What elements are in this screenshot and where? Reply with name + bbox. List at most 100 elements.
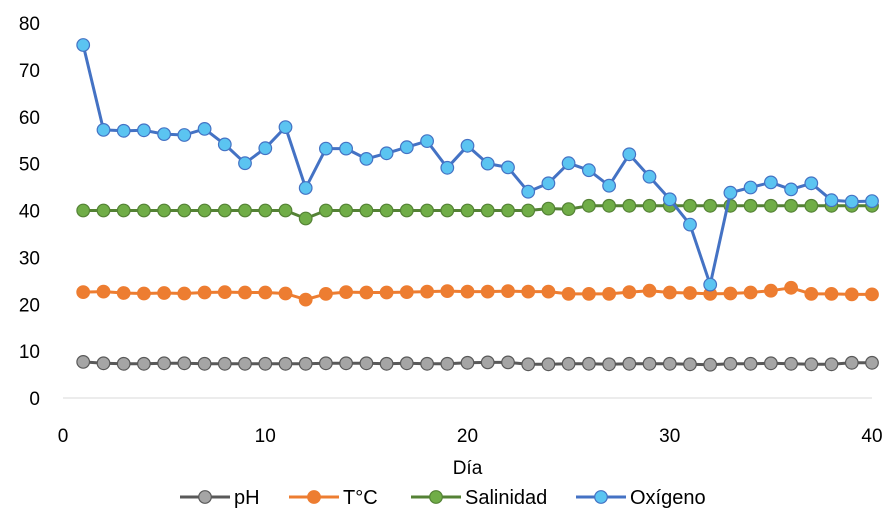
y-tick-label: 70 <box>19 61 40 82</box>
data-point <box>420 203 435 218</box>
data-point <box>96 203 111 218</box>
x-tick-label: 30 <box>659 426 680 447</box>
data-point <box>136 123 151 138</box>
data-point <box>319 356 333 371</box>
data-point <box>521 203 536 218</box>
data-point <box>379 146 394 161</box>
data-point <box>622 198 637 213</box>
y-tick-label: 20 <box>19 295 40 316</box>
data-point <box>622 285 637 300</box>
data-point <box>278 203 293 218</box>
legend: pH T°C Salinidad Oxígeno <box>180 487 706 509</box>
data-point <box>743 356 758 371</box>
data-point <box>743 180 758 195</box>
data-point <box>278 286 293 301</box>
data-point <box>824 193 839 208</box>
data-point <box>561 202 576 217</box>
data-point <box>602 198 616 213</box>
data-point <box>440 284 455 299</box>
x-axis-ticks: 0 10 20 30 40 <box>58 426 883 447</box>
data-point <box>258 203 273 218</box>
series-line <box>81 44 873 287</box>
data-point <box>136 356 151 371</box>
data-point <box>501 355 515 370</box>
data-point <box>622 147 637 162</box>
data-point <box>764 283 778 298</box>
data-point <box>642 169 657 184</box>
data-point <box>460 284 475 299</box>
data-point <box>804 198 819 213</box>
data-point <box>683 357 697 372</box>
data-point <box>743 198 758 213</box>
data-point <box>521 357 536 372</box>
data-point <box>804 176 819 191</box>
data-point <box>844 355 859 370</box>
data-point <box>136 203 151 218</box>
data-point <box>157 356 172 371</box>
data-point <box>157 286 172 300</box>
series-Oxígeno <box>76 38 879 292</box>
data-point <box>238 356 252 371</box>
data-point <box>197 356 212 371</box>
data-point <box>258 285 273 300</box>
data-point <box>561 287 576 301</box>
series-line <box>83 360 872 367</box>
data-point <box>662 285 677 300</box>
data-point <box>319 141 333 156</box>
data-point <box>622 356 637 371</box>
data-point <box>460 355 475 370</box>
data-point <box>238 156 252 171</box>
data-point <box>157 203 172 218</box>
data-point <box>319 203 333 218</box>
data-point <box>96 284 111 299</box>
data-point <box>399 140 414 155</box>
data-point <box>642 356 657 371</box>
data-point <box>723 185 738 200</box>
data-point <box>177 203 192 218</box>
data-point <box>662 192 677 207</box>
legend-marker <box>594 490 608 504</box>
legend-label: Oxígeno <box>630 487 706 509</box>
data-point <box>541 357 556 372</box>
data-point <box>541 201 556 216</box>
series-line <box>83 204 872 220</box>
data-point <box>521 184 536 199</box>
x-tick-label: 40 <box>861 426 882 447</box>
legend-marker <box>307 490 321 504</box>
data-point <box>76 203 91 218</box>
data-point <box>683 217 697 232</box>
data-point <box>399 285 414 300</box>
y-tick-label: 30 <box>19 248 40 269</box>
data-point <box>359 203 374 218</box>
data-point <box>440 160 455 175</box>
data-point <box>460 138 475 153</box>
data-point <box>217 285 232 300</box>
data-point <box>804 287 819 301</box>
legend-item: Salinidad <box>411 487 547 509</box>
series-layer <box>76 38 879 372</box>
data-point <box>764 356 778 371</box>
data-point <box>541 176 556 191</box>
data-point <box>440 203 455 218</box>
data-point <box>844 287 859 302</box>
data-point <box>582 198 596 213</box>
data-point <box>76 38 91 52</box>
data-point <box>116 203 131 218</box>
data-point <box>824 357 839 372</box>
legend-marker <box>198 490 212 504</box>
data-point <box>157 127 172 142</box>
data-point <box>339 356 354 371</box>
data-point <box>723 356 738 371</box>
data-point <box>440 356 455 371</box>
data-point <box>541 284 556 299</box>
data-point <box>238 203 252 218</box>
data-point <box>197 285 212 300</box>
data-point <box>217 137 232 152</box>
data-point <box>116 286 131 300</box>
data-point <box>501 203 515 218</box>
legend-item: T°C <box>289 487 378 509</box>
data-point <box>743 285 758 300</box>
data-point <box>399 356 414 371</box>
legend-item: pH <box>180 487 260 509</box>
legend-label: Salinidad <box>465 487 547 509</box>
